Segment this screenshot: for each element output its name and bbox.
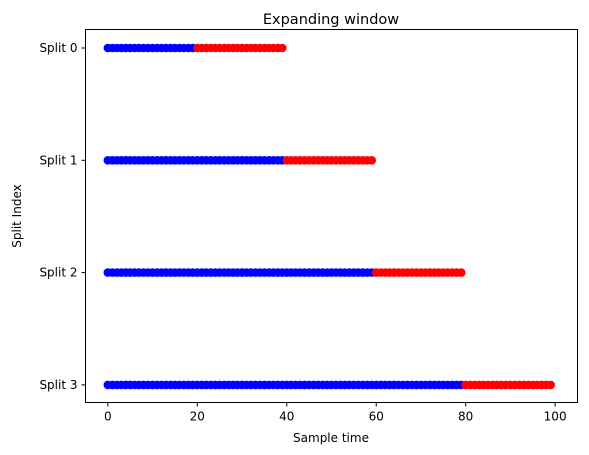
split-1-series <box>103 156 377 165</box>
x-tick-label: 20 <box>190 410 205 424</box>
x-axis-label: Sample time <box>293 431 369 445</box>
test-point <box>278 43 287 53</box>
data-points <box>103 43 555 390</box>
x-tick-label: 60 <box>369 410 384 424</box>
y-tick-label: Split 0 <box>39 41 77 55</box>
y-tick-label: Split 2 <box>39 266 77 280</box>
x-tick-label: 0 <box>104 410 112 424</box>
test-point <box>456 268 466 277</box>
plot-frame <box>85 29 578 403</box>
y-axis: Split 0 Split 1 Split 2 Split 3 <box>39 41 86 392</box>
chart-title: Expanding window <box>263 12 399 28</box>
test-point <box>546 380 555 390</box>
x-tick-label: 40 <box>279 410 294 424</box>
x-tick-label: 80 <box>458 410 473 424</box>
y-tick-label: Split 1 <box>39 153 77 167</box>
split-2-series <box>103 268 466 277</box>
split-0-series <box>103 43 287 53</box>
test-point <box>367 156 377 165</box>
x-tick-label: 100 <box>544 410 567 424</box>
split-3-series <box>103 380 555 390</box>
y-axis-label: Split Index <box>10 184 24 247</box>
y-tick-label: Split 3 <box>39 378 77 392</box>
x-axis: 0 20 40 60 80 100 <box>104 402 567 424</box>
